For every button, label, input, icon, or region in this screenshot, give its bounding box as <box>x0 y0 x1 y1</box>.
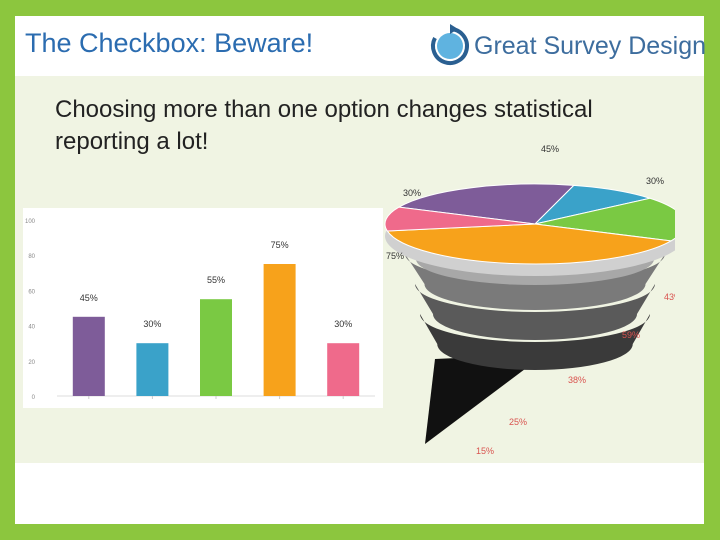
pie-slice <box>533 184 652 225</box>
logo-text: Great Survey Design <box>474 32 707 60</box>
y-tick-label: 0 <box>32 395 36 401</box>
slice-label: 30% <box>646 176 664 186</box>
funnel-pie-chart: 45%30%55%75%30%43%59%38%25%15% <box>384 144 675 456</box>
pie-slice <box>397 183 575 225</box>
y-tick-label: 40 <box>28 325 35 331</box>
bar-data-label: 45% <box>80 293 98 303</box>
great-survey-design-logo: Great Survey Design <box>428 22 706 72</box>
funnel-layer-label: 25% <box>509 417 527 427</box>
bar-data-label: 30% <box>143 319 161 329</box>
funnel-layer-label: 59% <box>622 330 640 340</box>
body-text: Choosing more than one option changes st… <box>55 96 593 155</box>
refresh-arrow-icon <box>431 24 469 65</box>
bar-data-label: 75% <box>271 240 289 250</box>
y-tick-label: 60 <box>28 289 35 295</box>
bar-chart: 0 20 40 60 80 100 45% 30% 55% 75% 30% <box>25 219 375 401</box>
pie-slice <box>384 206 536 232</box>
bar <box>200 299 232 396</box>
y-tick-label: 80 <box>28 254 35 260</box>
funnel-layer-label: 38% <box>568 375 586 385</box>
slice-label: 45% <box>541 144 559 154</box>
bar-chart-panel: 0 20 40 60 80 100 45% 30% 55% 75% 30% <box>23 208 383 408</box>
pie-slice <box>534 197 675 242</box>
bar-data-label: 55% <box>207 275 225 285</box>
slice-label: 30% <box>403 188 421 198</box>
funnel-layer <box>420 314 650 370</box>
slide-header: The Checkbox: Beware! Great Survey Desig… <box>15 16 706 76</box>
bar <box>136 343 169 396</box>
funnel-tip <box>425 354 545 444</box>
funnel-layer <box>415 284 655 340</box>
y-tick-label: 20 <box>28 360 35 366</box>
bar <box>263 264 296 396</box>
funnel-layer-label: 43% <box>664 292 675 302</box>
pie-slice <box>386 223 673 265</box>
bar-data-label: 30% <box>334 319 352 329</box>
slide: The Checkbox: Beware! Great Survey Desig… <box>15 16 706 524</box>
bar <box>327 343 360 396</box>
slide-title: The Checkbox: Beware! <box>25 28 314 58</box>
slice-label: 75% <box>386 251 404 261</box>
y-tick-label: 100 <box>25 219 36 225</box>
bar <box>72 316 105 396</box>
funnel-layer-label: 15% <box>476 446 494 456</box>
slide-content: Choosing more than one option changes st… <box>15 76 704 463</box>
